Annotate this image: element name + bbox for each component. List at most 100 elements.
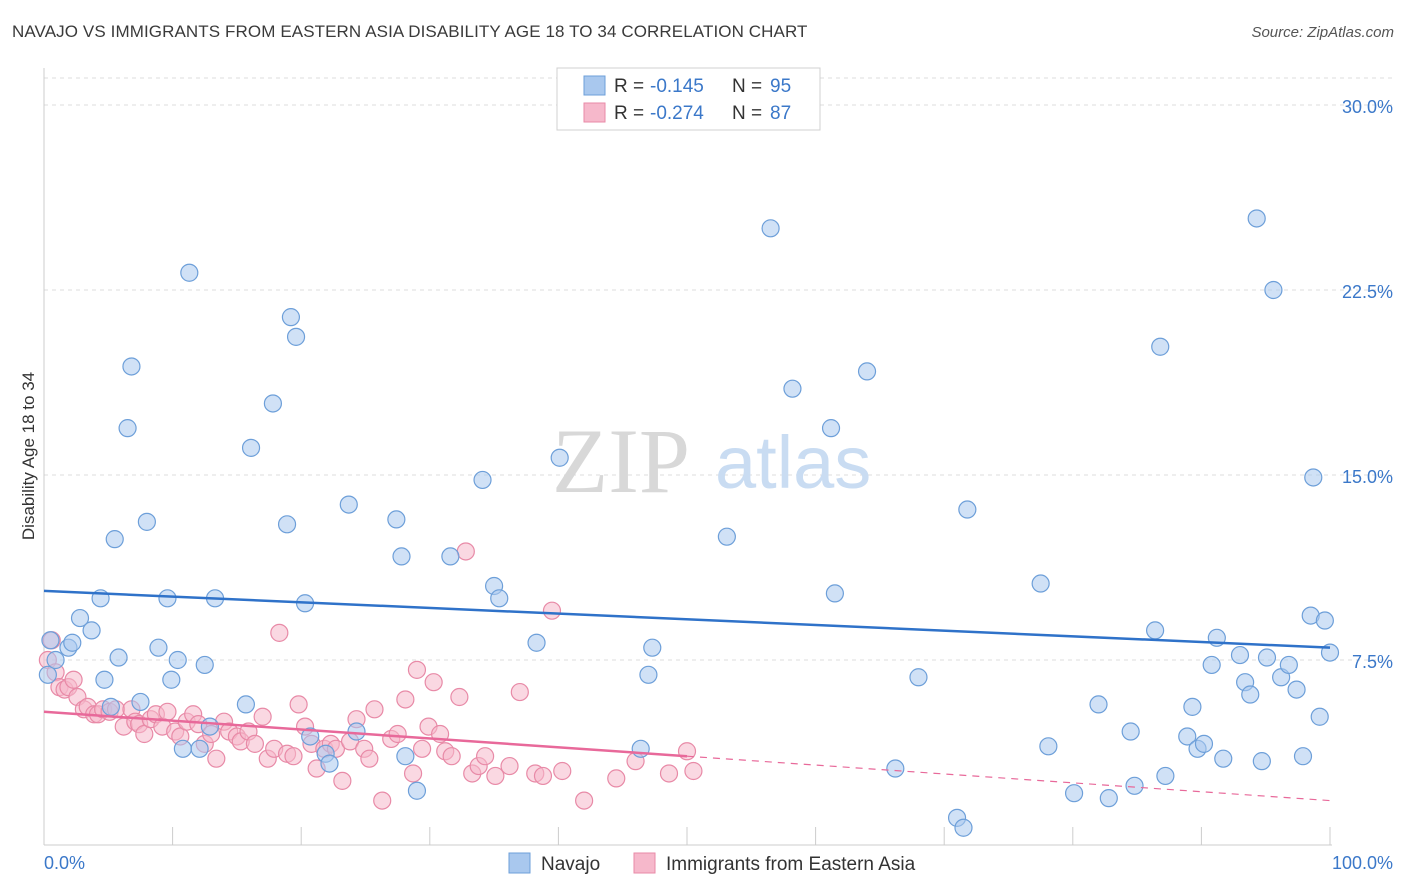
eastasia-point bbox=[360, 749, 379, 768]
navajo-point bbox=[550, 448, 569, 467]
navajo-point bbox=[396, 747, 415, 766]
eastasia-point bbox=[158, 702, 177, 721]
navajo-point bbox=[1064, 784, 1084, 803]
navajo-point bbox=[1146, 621, 1165, 640]
navajo-point bbox=[1099, 789, 1118, 808]
navajo-point bbox=[82, 621, 101, 640]
navajo-point bbox=[1293, 747, 1313, 766]
y-tick-labels: 7.5% 15.0% 22.5% 30.0% bbox=[1342, 97, 1393, 672]
eastasia-points bbox=[38, 542, 703, 810]
navajo-point bbox=[954, 818, 973, 837]
eastasia-point bbox=[659, 764, 679, 783]
navajo-point bbox=[168, 650, 187, 670]
legend-n-value-eastasia: 87 bbox=[770, 103, 791, 124]
navajo-point bbox=[277, 515, 297, 534]
navajo-point bbox=[286, 327, 306, 346]
eastasia-point bbox=[677, 742, 697, 761]
x-tick-label-max: 100.0% bbox=[1332, 853, 1393, 873]
navajo-point bbox=[118, 419, 137, 438]
navajo-point bbox=[1089, 695, 1108, 714]
navajo-point bbox=[1310, 707, 1329, 726]
navajo-point bbox=[1241, 685, 1260, 704]
navajo-point bbox=[38, 665, 57, 684]
navajo-point bbox=[1247, 209, 1266, 228]
navajo-point bbox=[131, 692, 150, 712]
navajo-point bbox=[1156, 766, 1175, 786]
navajo-point bbox=[527, 633, 546, 652]
eastasia-point bbox=[607, 769, 626, 788]
navajo-point bbox=[407, 781, 427, 800]
bottom-legend-swatch-navajo bbox=[508, 852, 531, 874]
trendline-navajo bbox=[43, 589, 1331, 649]
eastasia-point bbox=[207, 749, 226, 768]
eastasia-point bbox=[396, 690, 415, 709]
navajo-point bbox=[236, 695, 256, 714]
navajo-point bbox=[41, 631, 60, 650]
legend-r-value-eastasia: -0.274 bbox=[650, 103, 704, 124]
bottom-legend-label-navajo: Navajo bbox=[541, 854, 600, 875]
navajo-point bbox=[149, 638, 168, 657]
eastasia-point bbox=[553, 761, 572, 781]
y-tick-label: 30.0% bbox=[1342, 97, 1393, 117]
navajo-point bbox=[301, 727, 320, 746]
legend-n-label-navajo: N = bbox=[732, 76, 762, 97]
gridlines bbox=[44, 77, 1393, 661]
legend-r-value-navajo: -0.145 bbox=[650, 76, 704, 97]
bottom-legend-swatch-eastasia bbox=[633, 852, 656, 874]
eastasia-point bbox=[424, 673, 443, 692]
navajo-point bbox=[639, 665, 658, 684]
navajo-point bbox=[200, 717, 219, 736]
legend-n-label-eastasia: N = bbox=[732, 103, 762, 124]
navajo-point bbox=[158, 589, 177, 608]
eastasia-point bbox=[456, 542, 475, 561]
navajo-point bbox=[109, 648, 128, 667]
eastasia-point bbox=[442, 747, 461, 766]
eastasia-point bbox=[64, 670, 83, 689]
navajo-point bbox=[95, 670, 114, 689]
eastasia-point bbox=[403, 764, 423, 783]
trendlines bbox=[43, 589, 1331, 802]
legend-r-label-eastasia: R = bbox=[614, 103, 644, 124]
eastasia-point bbox=[542, 601, 562, 620]
navajo-point bbox=[1230, 645, 1250, 665]
navajo-point bbox=[1039, 737, 1058, 756]
eastasia-point bbox=[289, 695, 308, 714]
navajo-point bbox=[761, 219, 780, 238]
navajo-point bbox=[63, 633, 82, 652]
navajo-point bbox=[886, 759, 905, 778]
eastasia-point bbox=[245, 734, 265, 753]
trendline-eastasia-extrapolated bbox=[686, 755, 1331, 802]
eastasia-point bbox=[284, 747, 303, 766]
navajo-point bbox=[783, 379, 802, 398]
navajo-point bbox=[1252, 752, 1271, 771]
navajo-point bbox=[387, 510, 406, 529]
navajo-point bbox=[1202, 655, 1221, 675]
navajo-point bbox=[1304, 468, 1323, 487]
y-tick-label: 22.5% bbox=[1342, 282, 1393, 302]
eastasia-point bbox=[270, 623, 289, 642]
x-axis-ticks bbox=[43, 827, 1331, 845]
navajo-point bbox=[392, 547, 411, 566]
navajo-point bbox=[162, 670, 181, 689]
chart-title: NAVAJO VS IMMIGRANTS FROM EASTERN ASIA D… bbox=[12, 22, 808, 41]
navajo-point bbox=[909, 668, 928, 687]
legend-n-value-navajo: 95 bbox=[770, 76, 791, 97]
navajo-point bbox=[1194, 734, 1214, 753]
navajo-point bbox=[173, 739, 192, 758]
trendline-eastasia bbox=[43, 710, 688, 758]
navajo-point bbox=[281, 308, 301, 327]
navajo-point bbox=[122, 357, 141, 376]
x-tick-label-min: 0.0% bbox=[44, 853, 85, 873]
navajo-point bbox=[1183, 697, 1202, 716]
y-tick-label: 7.5% bbox=[1352, 652, 1393, 672]
navajo-point bbox=[339, 495, 358, 514]
navajo-point bbox=[137, 512, 156, 531]
legend-swatch-eastasia bbox=[583, 102, 606, 123]
legend: R = -0.145 N = 95 R = -0.274 N = 87 bbox=[556, 67, 821, 131]
navajo-point bbox=[180, 263, 199, 282]
navajo-point bbox=[1151, 337, 1170, 356]
navajo-point bbox=[1031, 574, 1050, 593]
navajo-point bbox=[46, 650, 65, 670]
eastasia-point bbox=[684, 761, 703, 781]
navajo-point bbox=[631, 739, 650, 758]
